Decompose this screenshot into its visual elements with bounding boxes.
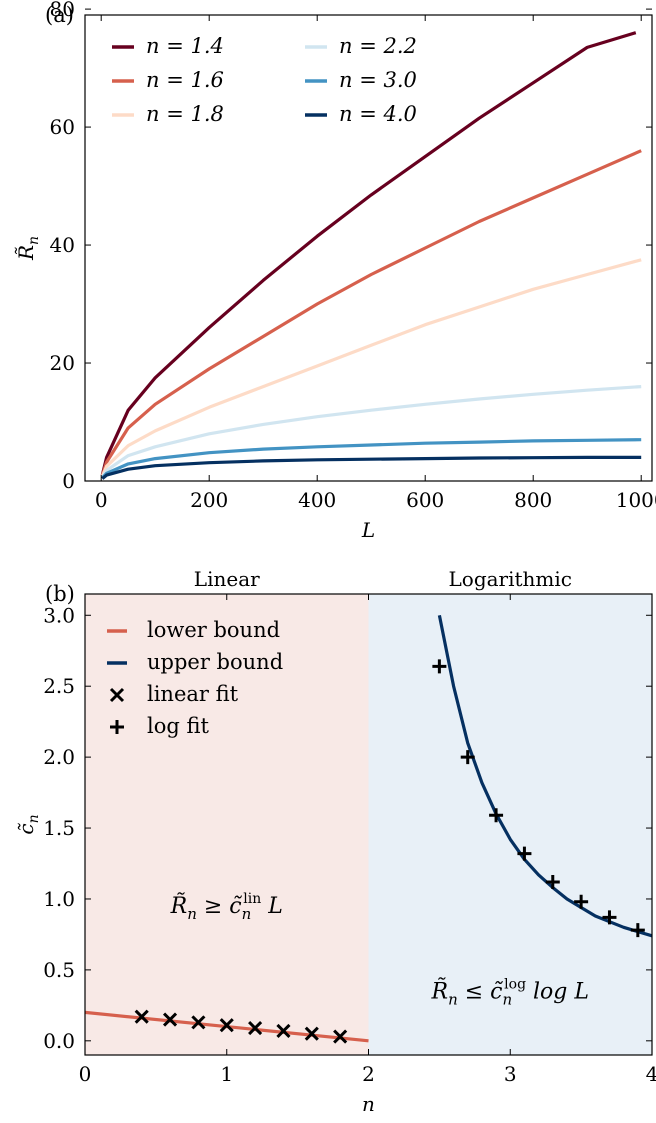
linear-fit-marker [304,1026,319,1041]
y-tick-label: 40 [50,233,75,257]
linear-fit-marker [134,1009,149,1024]
log-fit-marker [545,874,560,889]
log-fit-marker [517,846,532,861]
legend-label-n-2-2: n = 2.2 [339,34,417,58]
x-tick-label: 2 [362,1062,375,1086]
x-tick-label: 3 [504,1062,517,1086]
x-tick-label: 0 [95,488,108,512]
series-line-n-4-0 [101,455,642,480]
region-title-linear: Linear [194,567,260,591]
y-tick-label: 2.0 [43,745,75,769]
x-axis-title: n [362,1092,375,1116]
x-tick-label: 800 [514,488,552,512]
legend-label-n-1-6: n = 1.6 [146,68,224,92]
region-title-logarithmic: Logarithmic [449,567,573,591]
series-line-n-1-8 [100,258,642,477]
y-tick-label: 0.0 [43,1029,75,1053]
legend-label-n-3-0: n = 3.0 [339,68,417,92]
y-axis-title: R̃n [14,236,42,261]
series-line-n-1-4 [100,31,637,476]
panel-b-line-chart: Linear Logarithmic 0 1 2 3 4 0.0 0.5 1.0 1.5 2.0 2.5… [14,567,656,1116]
log-fit-marker [432,659,447,674]
x-tick-label: 4 [646,1062,656,1086]
legend-label-lower-bound: lower bound [147,618,280,642]
y-tick-label: 0.5 [43,958,75,982]
y-tick-label: 80 [50,0,75,21]
log-fit-marker [489,808,504,823]
linear-fit-marker [219,1018,234,1033]
x-tick-label: 600 [406,488,444,512]
y-axis-title: c̃n [14,814,42,834]
y-tick-label: 2.5 [43,674,75,698]
legend-label-upper-bound: upper bound [147,650,283,674]
x-tick-label: 1 [220,1062,233,1086]
y-tick-label: 20 [50,351,75,375]
linear-fit-marker [276,1023,291,1038]
series-line-n-1-6 [100,149,642,477]
legend-swatch-log-fit [110,720,124,734]
log-fit-marker [574,894,589,909]
panel-label: (a) [45,3,74,27]
linear-fit-marker [248,1020,263,1036]
linear-fit-marker [191,1015,206,1030]
x-tick-label: 0 [79,1062,92,1086]
log-fit-marker [630,923,645,938]
y-tick-label: 3.0 [43,603,75,627]
legend-label-n-4-0: n = 4.0 [339,102,417,126]
panel-label: (b) [45,582,75,606]
y-tick-label: 60 [50,115,75,139]
linear-fit-marker [162,1012,178,1027]
series-line-n-2-2 [100,385,642,479]
annotation-log-bound: R̃n ≤ c̃nlog log L [430,976,589,1008]
x-tick-label: 400 [298,488,336,512]
legend-swatch-linear-fit [109,687,125,703]
y-tick-label: 1.0 [43,887,75,911]
plot-frame [84,14,653,482]
linear-fit-marker [333,1029,348,1044]
legend-label-log-fit: log fit [147,714,209,738]
legend-label-n-1-4: n = 1.4 [146,34,224,58]
log-fit-marker [460,750,475,765]
log-fit-marker [602,910,617,925]
legend-label-linear-fit: linear fit [147,682,239,706]
legend-label-n-1-8: n = 1.8 [146,102,224,126]
x-tick-label: 200 [190,488,228,512]
region-logarithmic [368,594,652,1055]
x-axis-title: L [361,518,375,542]
y-tick-label: 1.5 [43,816,75,840]
y-tick-label: 0 [62,469,75,493]
series-line-n-3-0 [101,438,642,480]
region-linear [85,594,369,1055]
series-line-upper-bound [437,614,653,938]
annotation-linear-bound: R̃n ≥ c̃nlin L [170,891,283,923]
